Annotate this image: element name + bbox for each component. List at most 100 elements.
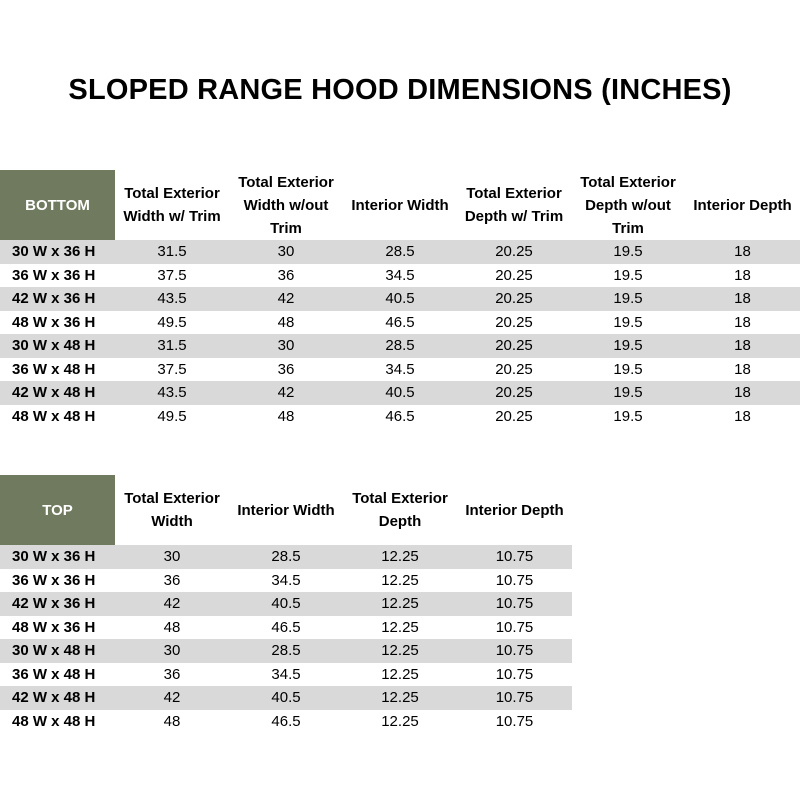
table-cell: 46.5 — [385, 313, 415, 331]
table-row: 30 W x 36 H 31.5 30 28.5 20.25 19.5 18 — [0, 240, 800, 264]
table-cell: 20.25 — [495, 313, 533, 331]
table-cell: 18 — [685, 381, 800, 405]
table-cell: 28.5 — [343, 240, 457, 264]
column-header: Interior Width — [351, 196, 449, 214]
row-label: 48 W x 36 H — [12, 618, 96, 636]
row-label: 36 W x 36 H — [12, 266, 96, 284]
table-cell: 12.25 — [381, 571, 419, 589]
table-row: 30 W x 48 H 31.5 30 28.5 20.25 19.5 18 — [0, 334, 800, 358]
row-label: 48 W x 36 H — [12, 313, 96, 331]
table-cell: 12.25 — [343, 686, 457, 710]
row-label: 42 W x 36 H — [0, 592, 115, 616]
table-cell: 18 — [734, 266, 751, 284]
table-cell: 34.5 — [271, 665, 301, 683]
table-cell: 42 — [115, 592, 229, 616]
table-cell: 40.5 — [343, 381, 457, 405]
table-cell: 36 — [277, 266, 295, 284]
table-cell: 31.5 — [115, 334, 229, 358]
table-row: 42 W x 48 H 42 40.5 12.25 10.75 — [0, 686, 572, 710]
table-cell: 48 — [277, 407, 295, 425]
table-cell: 30 — [229, 240, 343, 264]
table-cell: 20.25 — [457, 381, 571, 405]
bottom-dimensions-table: BOTTOM Total Exterior Width w/ Trim Total … — [0, 170, 800, 428]
table-cell: 37.5 — [157, 360, 187, 378]
table-cell: 42 — [229, 381, 343, 405]
table-cell: 20.25 — [495, 266, 533, 284]
table-cell: 19.5 — [613, 407, 643, 425]
top-section-header: TOP — [0, 475, 115, 545]
table-cell: 30 — [115, 545, 229, 569]
table-cell: 46.5 — [271, 618, 301, 636]
row-label: 48 W x 48 H — [12, 407, 96, 425]
table-cell: 10.75 — [457, 545, 572, 569]
column-header: Interior Depth — [693, 196, 792, 214]
table-cell: 36 — [163, 665, 181, 683]
table-cell: 46.5 — [271, 712, 301, 730]
table-cell: 19.5 — [571, 381, 685, 405]
row-label: 30 W x 48 H — [0, 334, 115, 358]
top-dimensions-table: TOP Total Exterior Width Interior Width Tot… — [0, 475, 572, 733]
table-cell: 40.5 — [229, 592, 343, 616]
table-cell: 18 — [685, 240, 800, 264]
table-cell: 37.5 — [157, 266, 187, 284]
table-cell: 10.75 — [495, 665, 534, 683]
table-cell: 10.75 — [457, 592, 572, 616]
table-cell: 12.25 — [343, 545, 457, 569]
table-cell: 30 — [115, 639, 229, 663]
table-cell: 18 — [734, 313, 751, 331]
table-cell: 12.25 — [343, 639, 457, 663]
table-row: 42 W x 36 H 43.5 42 40.5 20.25 19.5 18 — [0, 287, 800, 311]
table-row: 42 W x 48 H 43.5 42 40.5 20.25 19.5 18 — [0, 381, 800, 405]
table-row: 30 W x 48 H 30 28.5 12.25 10.75 — [0, 639, 572, 663]
column-header: Interior Width — [237, 501, 335, 519]
table-cell: 19.5 — [571, 240, 685, 264]
table-cell: 10.75 — [495, 571, 534, 589]
row-label: 42 W x 48 H — [0, 381, 115, 405]
table-cell: 19.5 — [613, 313, 643, 331]
row-label: 30 W x 48 H — [0, 639, 115, 663]
table-cell: 12.25 — [381, 712, 419, 730]
table-cell: 40.5 — [343, 287, 457, 311]
table-cell: 12.25 — [381, 618, 419, 636]
table-cell: 42 — [115, 686, 229, 710]
table-cell: 10.75 — [495, 618, 534, 636]
bottom-section-header: BOTTOM — [0, 170, 115, 240]
table-cell: 10.75 — [457, 686, 572, 710]
table-cell: 19.5 — [613, 266, 643, 284]
table-row: 36 W x 48 H 36 34.5 12.25 10.75 — [0, 663, 572, 687]
row-label: 48 W x 48 H — [12, 712, 96, 730]
table-cell: 20.25 — [457, 287, 571, 311]
table-cell: 43.5 — [115, 287, 229, 311]
table-cell: 36 — [277, 360, 295, 378]
table-cell: 19.5 — [613, 360, 643, 378]
table-cell: 49.5 — [157, 407, 187, 425]
table-cell: 48 — [163, 618, 181, 636]
table-row: 36 W x 36 H 36 34.5 12.25 10.75 — [0, 569, 572, 593]
column-header: Total Exterior Width — [124, 490, 220, 530]
table-cell: 34.5 — [385, 360, 415, 378]
row-label: 42 W x 48 H — [0, 686, 115, 710]
column-header: Interior Depth — [465, 501, 564, 519]
table-row: 48 W x 36 H 49.5 48 46.5 20.25 19.5 18 — [0, 311, 800, 335]
table-row: 36 W x 36 H 37.5 36 34.5 20.25 19.5 18 — [0, 264, 800, 288]
column-header: Total Exterior Depth w/out Trim — [580, 173, 676, 237]
table-cell: 20.25 — [457, 334, 571, 358]
table-cell: 18 — [734, 360, 751, 378]
row-label: 30 W x 36 H — [0, 240, 115, 264]
table-cell: 36 — [163, 571, 181, 589]
table-row: 30 W x 36 H 30 28.5 12.25 10.75 — [0, 545, 572, 569]
row-label: 30 W x 36 H — [0, 545, 115, 569]
table-cell: 31.5 — [115, 240, 229, 264]
table-cell: 28.5 — [229, 639, 343, 663]
table-cell: 28.5 — [343, 334, 457, 358]
table-cell: 46.5 — [385, 407, 415, 425]
table-cell: 42 — [229, 287, 343, 311]
table-row: 48 W x 48 H 49.5 48 46.5 20.25 19.5 18 — [0, 405, 800, 429]
page-title: SLOPED RANGE HOOD DIMENSIONS (INCHES) — [68, 74, 732, 106]
table-cell: 20.25 — [495, 360, 533, 378]
table-cell: 28.5 — [229, 545, 343, 569]
table-cell: 12.25 — [343, 592, 457, 616]
table-cell: 12.25 — [381, 665, 419, 683]
table-cell: 48 — [163, 712, 181, 730]
table-cell: 19.5 — [571, 287, 685, 311]
